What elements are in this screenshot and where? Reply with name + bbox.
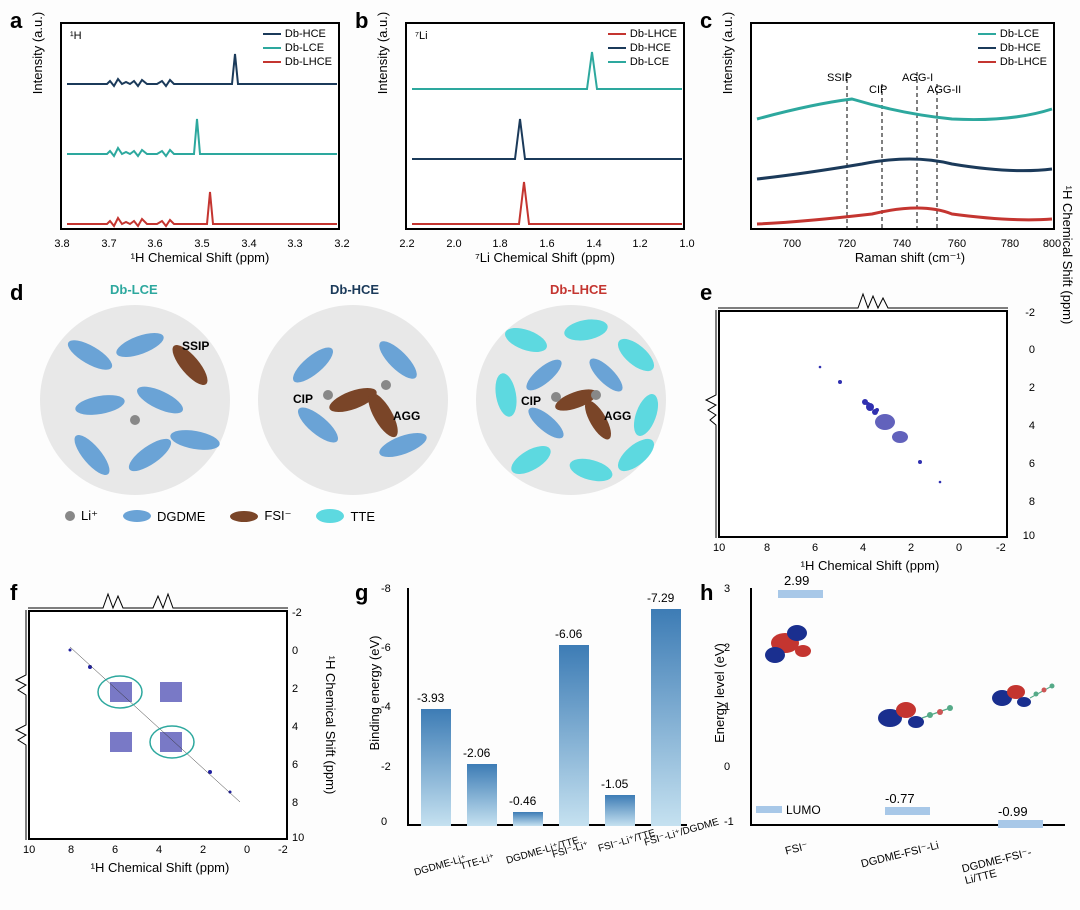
panel-g-bars: -3.93-2.06-0.46-6.06-1.05-7.29 xyxy=(407,588,687,826)
svg-text:1.8: 1.8 xyxy=(492,238,507,250)
g-bar-4 xyxy=(605,795,635,826)
panel-f-left1d xyxy=(12,610,28,840)
panel-e-ylabel: ¹H Chemical Shift (ppm) xyxy=(1060,170,1075,340)
g-bar-2 xyxy=(513,812,543,826)
svg-text:SSIP: SSIP xyxy=(182,339,209,353)
panel-a-svg: 3.83.73.63.53.43.33.2 xyxy=(62,24,342,232)
panel-c-ylabel: Intensity (a.u.) xyxy=(720,0,735,128)
d-title-3: Db-LHCE xyxy=(550,282,607,297)
panel-f-svg xyxy=(30,612,290,842)
panel-c-svg: SSIP CIP AGG-I AGG-II 700720740760780800 xyxy=(752,24,1057,232)
panel-d: d Db-LCE Db-HCE Db-LHCE SSIP xyxy=(10,280,700,550)
panel-e-label: e xyxy=(700,280,712,306)
panel-b-label: b xyxy=(355,8,368,34)
panel-a-xlabel: ¹H Chemical Shift (ppm) xyxy=(80,250,320,265)
panel-e-chart xyxy=(718,310,1008,538)
g-bar-0 xyxy=(421,709,451,826)
svg-text:1.6: 1.6 xyxy=(539,238,554,250)
panel-f: f -2 0 2 4 6 8 10 ¹H Chemical Shift ( xyxy=(10,580,350,895)
svg-text:1.0: 1.0 xyxy=(679,238,694,250)
panel-a: a ¹H Db-HCE Db-LCE Db-LHCE 3.83.73.63.53… xyxy=(10,8,345,273)
g-bar-1 xyxy=(467,764,497,826)
panel-f-chart xyxy=(28,610,288,840)
d-title-1: Db-LCE xyxy=(110,282,158,297)
d-title-2: Db-HCE xyxy=(330,282,379,297)
svg-text:2.0: 2.0 xyxy=(446,238,461,250)
svg-text:740: 740 xyxy=(893,238,911,250)
svg-text:CIP: CIP xyxy=(293,392,313,406)
g-bar-3 xyxy=(559,645,589,826)
panel-e: e -2 0 2 4 6 8 10 ¹H Chemical Shift (ppm… xyxy=(700,280,1070,580)
panel-a-chart: ¹H Db-HCE Db-LCE Db-LHCE 3.83.73.63.53.4… xyxy=(60,22,340,230)
svg-text:AGG-II: AGG-II xyxy=(927,84,961,96)
svg-text:1.4: 1.4 xyxy=(586,238,601,250)
panel-g: g Binding energy (eV) -8 -6 -4 -2 0 -3.9… xyxy=(355,580,690,895)
panel-d-legend: Li⁺ DGDME FSI⁻ TTE xyxy=(65,508,375,524)
panel-h: h Energy level (eV) 3 2 1 0 -1 2.99 -0.7… xyxy=(700,580,1070,895)
panel-a-ylabel: Intensity (a.u.) xyxy=(30,0,45,128)
panel-b-svg: 2.22.01.81.61.41.21.0 xyxy=(407,24,687,232)
panel-e-left1d xyxy=(702,310,718,538)
svg-text:AGG: AGG xyxy=(393,409,420,423)
g-bar-5 xyxy=(651,609,681,826)
svg-text:780: 780 xyxy=(1001,238,1019,250)
panel-h-svg: 2.99 -0.77 -0.99 LUMO xyxy=(750,588,1065,826)
svg-text:2.2: 2.2 xyxy=(399,238,414,250)
svg-text:3.5: 3.5 xyxy=(194,238,209,250)
panel-c-label: c xyxy=(700,8,712,34)
panel-f-xlabel: ¹H Chemical Shift (ppm) xyxy=(60,860,260,875)
svg-text:-0.77: -0.77 xyxy=(885,791,915,806)
svg-text:3.8: 3.8 xyxy=(54,238,69,250)
panel-b-chart: ⁷Li Db-LHCE Db-HCE Db-LCE 2.22.01.81.61.… xyxy=(405,22,685,230)
panel-f-top1d xyxy=(28,590,288,610)
svg-text:CIP: CIP xyxy=(869,84,887,96)
panel-f-ylabel: ¹H Chemical Shift (ppm) xyxy=(323,640,338,810)
svg-text:AGG: AGG xyxy=(604,409,631,423)
panel-c-xlabel: Raman shift (cm⁻¹) xyxy=(790,250,1030,266)
panel-b-xlabel: ⁷Li Chemical Shift (ppm) xyxy=(425,250,665,265)
svg-text:800: 800 xyxy=(1043,238,1061,250)
svg-text:3.6: 3.6 xyxy=(147,238,162,250)
panel-e-top1d xyxy=(718,290,1008,310)
svg-text:3.7: 3.7 xyxy=(101,238,116,250)
svg-text:760: 760 xyxy=(948,238,966,250)
panel-h-ylabel: Energy level (eV) xyxy=(712,598,727,788)
svg-text:3.2: 3.2 xyxy=(334,238,349,250)
panel-c: c Db-LCE Db-HCE Db-LHCE SSIP CIP AGG-I A… xyxy=(700,8,1070,273)
svg-text:720: 720 xyxy=(838,238,856,250)
svg-text:2.99: 2.99 xyxy=(784,573,809,588)
svg-text:3.3: 3.3 xyxy=(287,238,302,250)
panel-a-label: a xyxy=(10,8,22,34)
svg-text:LUMO: LUMO xyxy=(786,803,821,817)
panel-e-xlabel: ¹H Chemical Shift (ppm) xyxy=(770,558,970,573)
panel-c-chart: Db-LCE Db-HCE Db-LHCE SSIP CIP AGG-I AGG… xyxy=(750,22,1055,230)
panel-g-xlabels: DGDME-Li⁺TTE-Li⁺DGDME-Li⁺/TTEFSI⁻-Li⁺FSI… xyxy=(407,832,687,882)
svg-text:AGG-I: AGG-I xyxy=(902,72,933,84)
panel-f-label: f xyxy=(10,580,17,606)
svg-text:CIP: CIP xyxy=(521,394,541,408)
svg-text:3.4: 3.4 xyxy=(241,238,256,250)
panel-b: b ⁷Li Db-LHCE Db-HCE Db-LCE 2.22.01.81.6… xyxy=(355,8,690,273)
svg-text:SSIP: SSIP xyxy=(827,72,852,84)
svg-text:-0.99: -0.99 xyxy=(998,804,1028,819)
panel-d-svg: SSIP CIP AGG xyxy=(40,305,666,495)
svg-text:700: 700 xyxy=(783,238,801,250)
panel-h-xlabels: FSI⁻ DGDME-FSI⁻-Li DGDME-FSI⁻-Li/TTE xyxy=(750,832,1065,882)
svg-text:1.2: 1.2 xyxy=(632,238,647,250)
panel-b-ylabel: Intensity (a.u.) xyxy=(375,0,390,128)
panel-g-ylabel: Binding energy (eV) xyxy=(367,578,382,808)
panel-e-svg xyxy=(720,312,1010,540)
panel-d-label: d xyxy=(10,280,23,306)
